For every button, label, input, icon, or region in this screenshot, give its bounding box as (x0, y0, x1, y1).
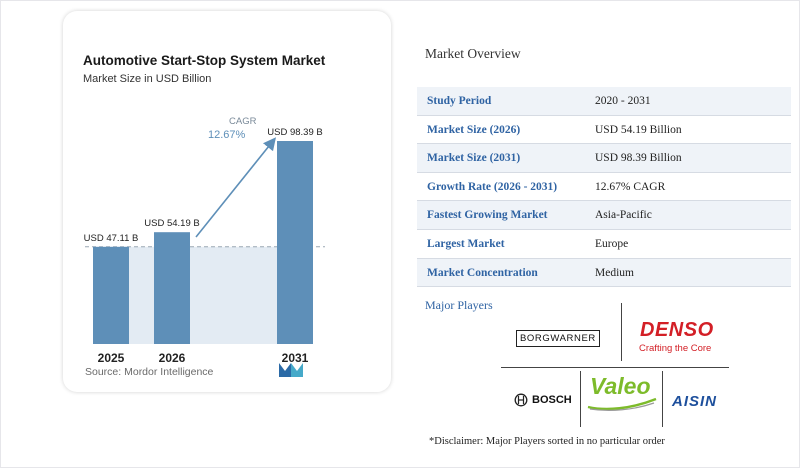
chart-card: Automotive Start-Stop System Market Mark… (63, 11, 391, 392)
divider (501, 367, 729, 368)
denso-logo: DENSO (640, 319, 714, 341)
row-key: Growth Rate (2026 - 2031) (427, 180, 558, 193)
row-key: Market Concentration (427, 266, 538, 279)
divider (662, 371, 663, 427)
row-value: 2020 - 2031 (595, 95, 651, 107)
table-row: Market Concentration Medium (417, 258, 791, 288)
table-row: Largest Market Europe (417, 230, 791, 259)
cagr-arrow (195, 137, 277, 238)
row-key: Study Period (427, 95, 492, 107)
reference-band (129, 246, 277, 344)
bar-value-label: USD 54.19 B (144, 218, 199, 229)
row-key: Largest Market (427, 237, 505, 250)
bosch-logo: BOSCH (532, 394, 572, 406)
denso-tagline: Crafting the Core (639, 343, 712, 354)
row-value: Asia-Pacific (595, 209, 652, 222)
borgwarner-logo: BORGWARNER (516, 330, 600, 347)
source-text: Source: Mordor Intelligence (85, 366, 214, 378)
chart-title: Automotive Start-Stop System Market (83, 53, 326, 68)
row-value: Medium (595, 266, 634, 279)
chart-subtitle: Market Size in USD Billion (83, 73, 212, 85)
cagr-value: 12.67% (208, 129, 246, 141)
row-key: Market Size (2031) (427, 152, 521, 165)
table-row: Growth Rate (2026 - 2031) 12.67% CAGR (417, 173, 791, 202)
bar (277, 141, 313, 344)
bar-value-label: USD 98.39 B (267, 127, 322, 138)
bar-chart: USD 47.11 B 2025 USD 54.19 B 2026 USD 98.39 … (84, 116, 325, 365)
cagr-label: CAGR (229, 116, 257, 127)
table-row: Study Period 2020 - 2031 (417, 87, 791, 116)
row-value: USD 98.39 Billion (595, 152, 682, 165)
overview-table: Study Period 2020 - 2031 Market Size (20… (417, 87, 791, 288)
table-row: Market Size (2026) USD 54.19 Billion (417, 116, 791, 145)
divider (580, 371, 581, 427)
row-value: USD 54.19 Billion (595, 123, 682, 136)
row-value: Europe (595, 237, 629, 250)
valeo-logo: Valeo (590, 373, 651, 399)
aisin-logo: AISIN (672, 393, 718, 410)
bosch-emblem-icon (514, 393, 528, 407)
bar (154, 232, 190, 344)
divider (621, 303, 622, 361)
row-key: Fastest Growing Market (427, 209, 548, 222)
row-key: Market Size (2026) (427, 123, 521, 136)
x-tick-label: 2026 (159, 351, 186, 365)
x-tick-label: 2031 (282, 351, 309, 365)
table-row: Fastest Growing Market Asia-Pacific (417, 201, 791, 230)
bar (93, 246, 129, 344)
disclaimer: *Disclaimer: Major Players sorted in no … (429, 436, 665, 447)
overview-title: Market Overview (425, 46, 521, 61)
table-row: Market Size (2031) USD 98.39 Billion (417, 144, 791, 173)
bar-value-label: USD 47.11 B (84, 233, 139, 244)
players-title: Major Players (425, 298, 493, 312)
row-value: 12.67% CAGR (595, 180, 666, 193)
mordor-logo-icon (279, 363, 303, 377)
valeo-swoosh-icon (587, 397, 657, 411)
x-tick-label: 2025 (98, 351, 125, 365)
